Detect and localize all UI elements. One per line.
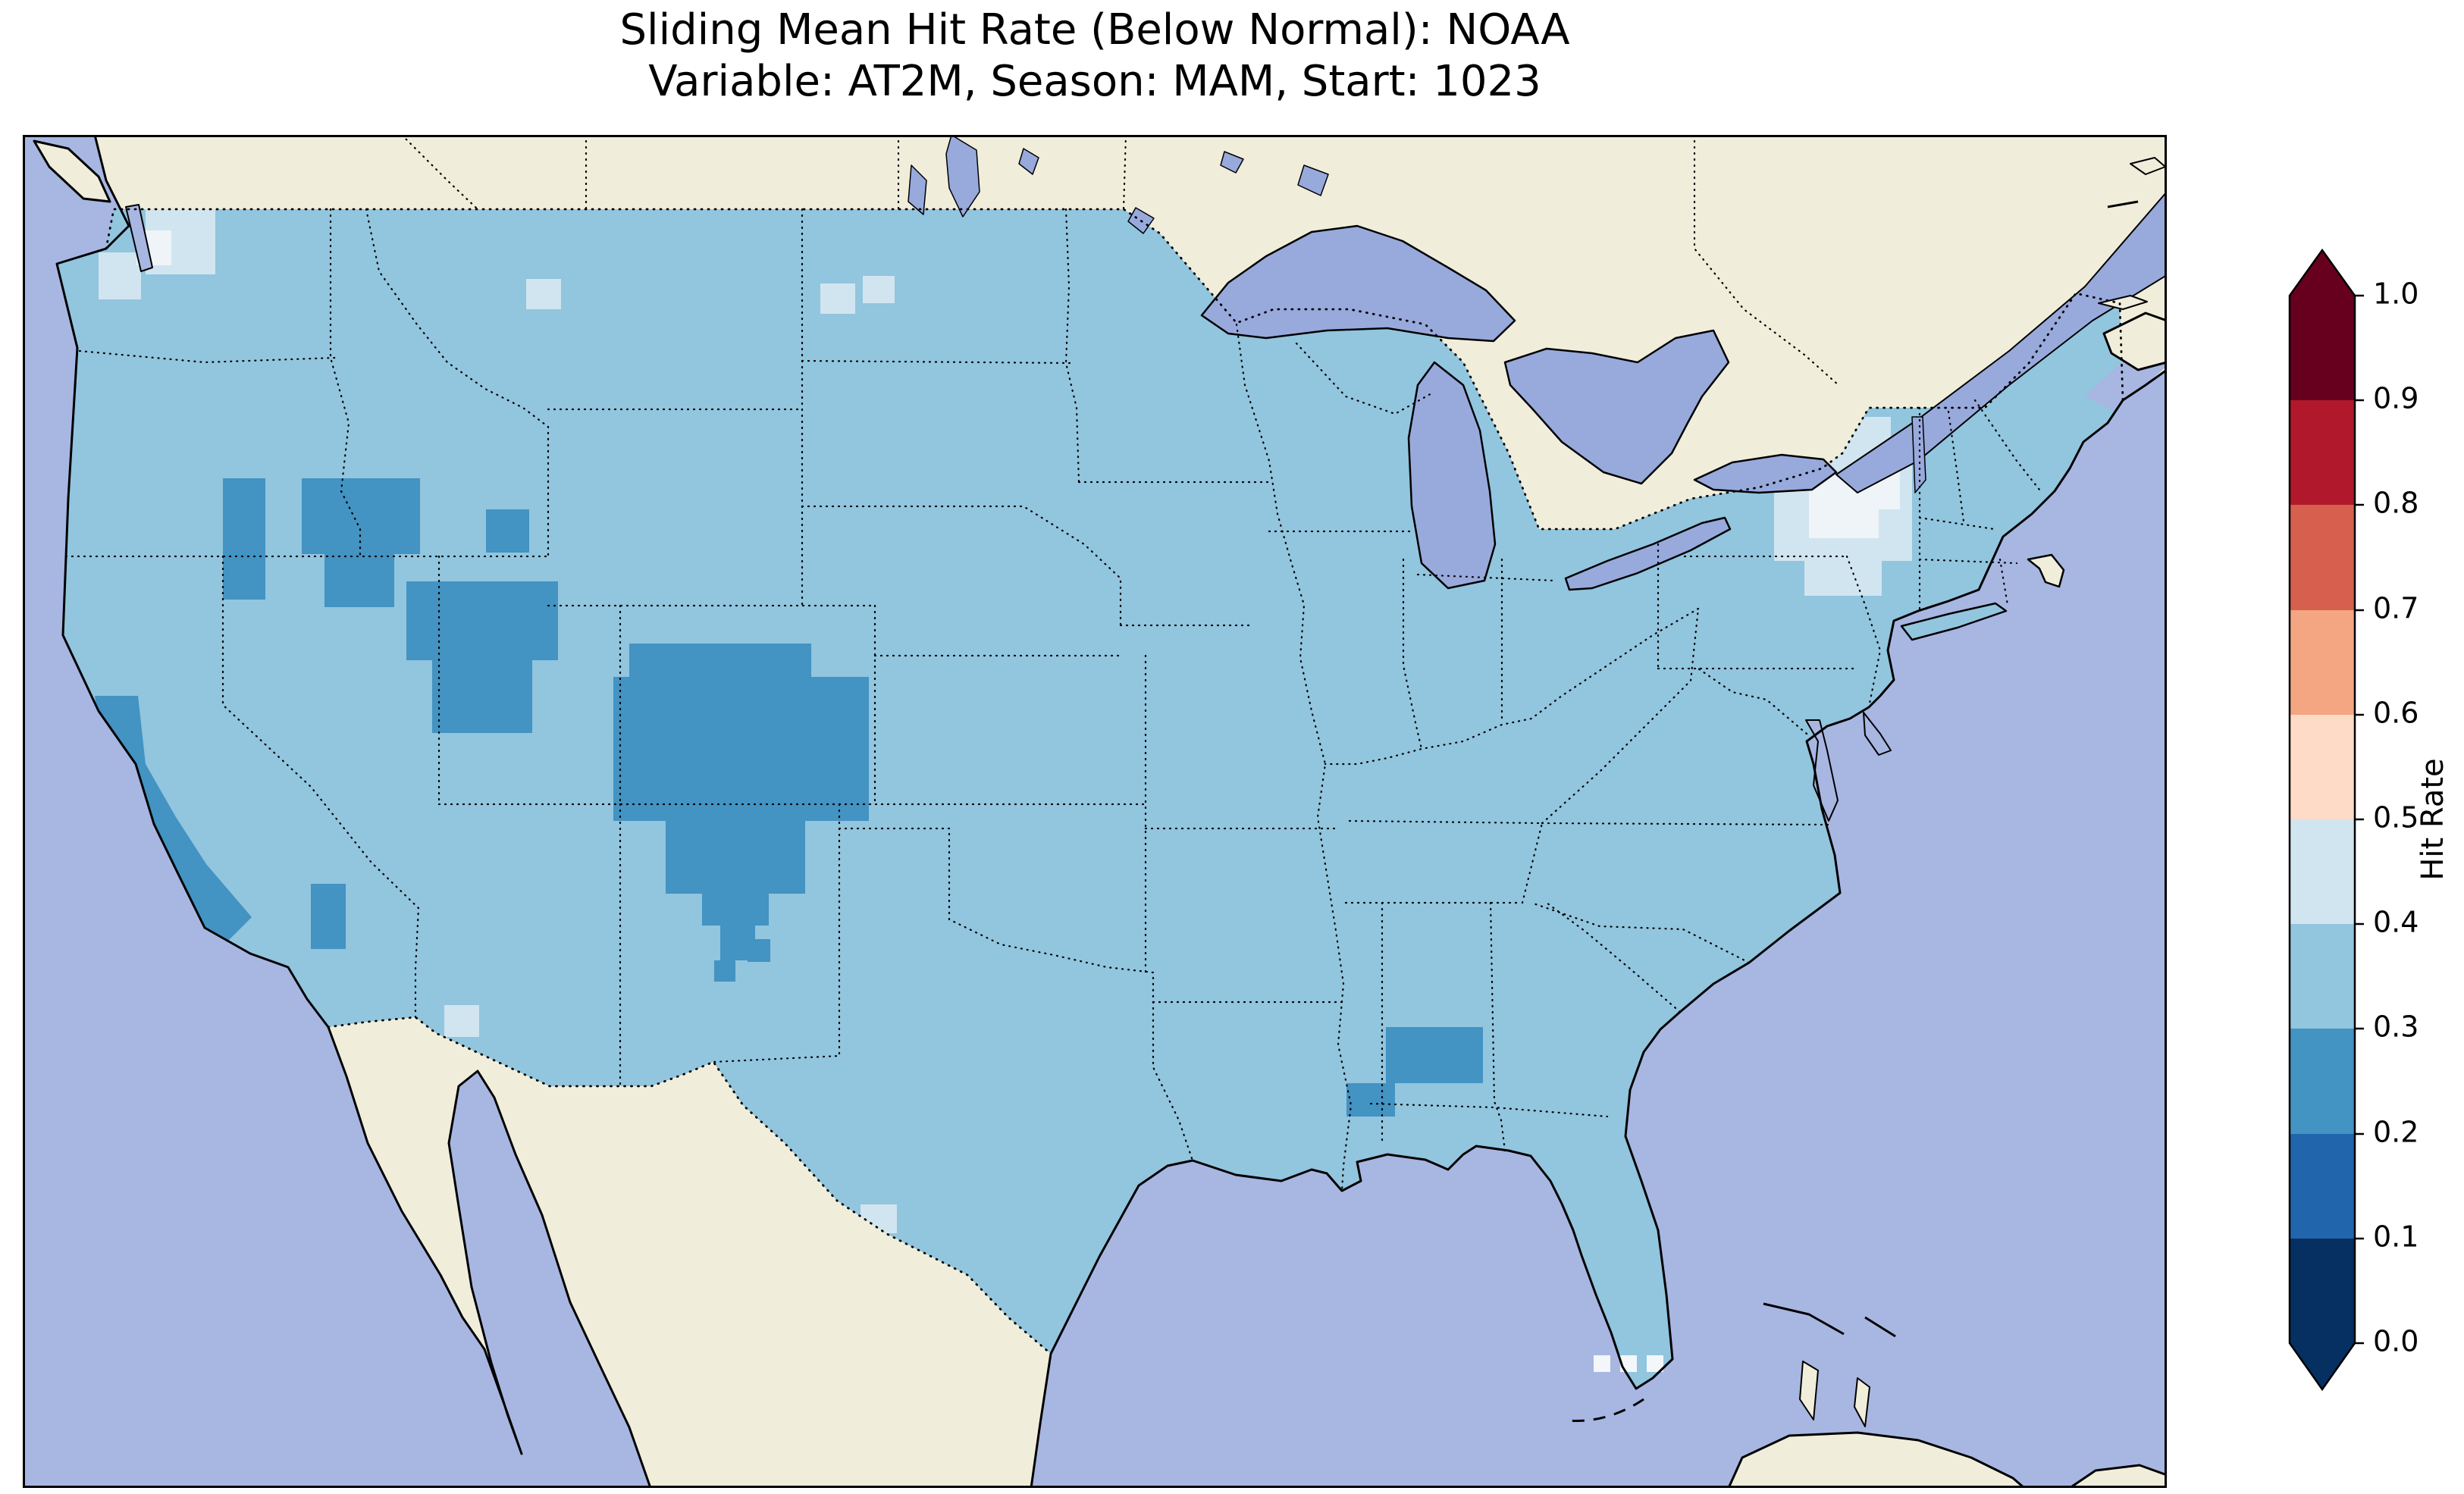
colorbar-bin-4 [2290, 715, 2355, 819]
canadian-lake-small-2 [1018, 148, 1039, 175]
colorbar-axis-label: Hit Rate [2415, 758, 2450, 880]
map-svg [23, 133, 2168, 1489]
tick-label: 1.0 [2373, 277, 2419, 311]
tick-label: 0.6 [2373, 697, 2419, 730]
cape-cod [2027, 553, 2065, 588]
colorbar-segments [2290, 250, 2355, 1389]
colorbar-bin-6 [2290, 924, 2355, 1029]
colorbar-bin-9 [2290, 1239, 2355, 1343]
near-white-cells-florida-bay [1594, 1355, 1663, 1372]
axes-frame [23, 135, 2167, 1488]
figure-title: Sliding Mean Hit Rate (Below Normal): NO… [23, 5, 2167, 108]
low-bin-patch-mojave [311, 884, 346, 949]
lake-champlain [1911, 416, 1926, 493]
colorbar-bin-3 [2290, 610, 2355, 715]
low-bin-patch-nevada [223, 478, 420, 607]
coastlines [55, 133, 2168, 1489]
eleuthera-island [1854, 1377, 1870, 1427]
colorbar-tick-marks [2355, 294, 2364, 1345]
delaware-bay [1863, 712, 1892, 756]
pacific-coastline [55, 133, 652, 1489]
tick-label: 0.2 [2373, 1116, 2419, 1149]
colorbar-svg: 1.0 0.9 0.8 0.7 0.6 0.5 0.4 0.3 0.2 0.1 … [2288, 248, 2450, 1392]
colorbar-bin-1 [2290, 400, 2355, 505]
colorbar-bin-2 [2290, 505, 2355, 610]
anticosti-island [2107, 200, 2139, 208]
colorbar-bin-5 [2290, 819, 2355, 924]
map-axes [23, 133, 2168, 1489]
colorbar-bin-0 [2290, 296, 2355, 400]
andros-island [1799, 1361, 1819, 1420]
colorbar-bin-7 [2290, 1029, 2355, 1134]
tick-label: 0.4 [2373, 906, 2419, 939]
long-island [1900, 602, 2008, 641]
national-borders [105, 208, 2124, 1355]
gulf-atlantic-coastline [1030, 368, 2168, 1489]
puget-sound [125, 204, 153, 272]
tick-label: 0.3 [2373, 1010, 2419, 1044]
low-bin-patch-colorado-four-corners [613, 644, 869, 982]
tick-label: 0.1 [2373, 1220, 2419, 1254]
colorbar-bin-8 [2290, 1134, 2355, 1239]
lakes [125, 134, 2168, 822]
state-borders [64, 133, 2041, 1192]
tick-label: 0.7 [2373, 592, 2419, 625]
abaco-arc [1864, 1316, 1896, 1338]
colorbar-arrow-under [2290, 1343, 2355, 1389]
us-hit-rate-region [57, 209, 2123, 1389]
low-bin-patch-central-utah [406, 509, 558, 733]
tick-label: 0.8 [2373, 487, 2419, 520]
colorbar-arrow-over [2290, 250, 2355, 296]
tick-label: 0.0 [2373, 1325, 2419, 1358]
tick-label: 0.5 [2373, 801, 2419, 835]
lake-michigan [1407, 361, 1497, 590]
lake-huron [1503, 329, 1730, 485]
cuba [1727, 1431, 2026, 1489]
title-line-2: Variable: AT2M, Season: MAM, Start: 1023 [648, 57, 1541, 107]
tick-label: 0.9 [2373, 382, 2419, 415]
lake-winnipeg [945, 134, 980, 218]
low-bin-patch-california-coast [95, 696, 252, 947]
light-bin-cell-arizona-border [444, 1005, 479, 1037]
grand-bahama-arc [1763, 1302, 1845, 1336]
chesapeake-bay [1805, 719, 1839, 822]
light-bin-cells-northern-border [526, 276, 895, 314]
lake-ontario [1693, 453, 1838, 494]
title-line-1: Sliding Mean Hit Rate (Below Normal): NO… [619, 5, 1570, 55]
prince-edward-island [2098, 295, 2148, 310]
lake-erie [1564, 516, 1732, 591]
canadian-lake-small-1 [1220, 151, 1244, 174]
vancouver-island [33, 139, 111, 203]
lake-manitoba [908, 164, 927, 215]
florida-keys [1567, 1398, 1644, 1422]
colorbar-tick-labels: 1.0 0.9 0.8 0.7 0.6 0.5 0.4 0.3 0.2 0.1 … [2373, 277, 2419, 1358]
low-bin-patch-alabama-georgia [1259, 1027, 1483, 1222]
colorbar: 1.0 0.9 0.8 0.7 0.6 0.5 0.4 0.3 0.2 0.1 … [2267, 243, 2464, 1425]
lake-nipigon [1297, 164, 1329, 196]
lake-superior [1200, 224, 1516, 343]
